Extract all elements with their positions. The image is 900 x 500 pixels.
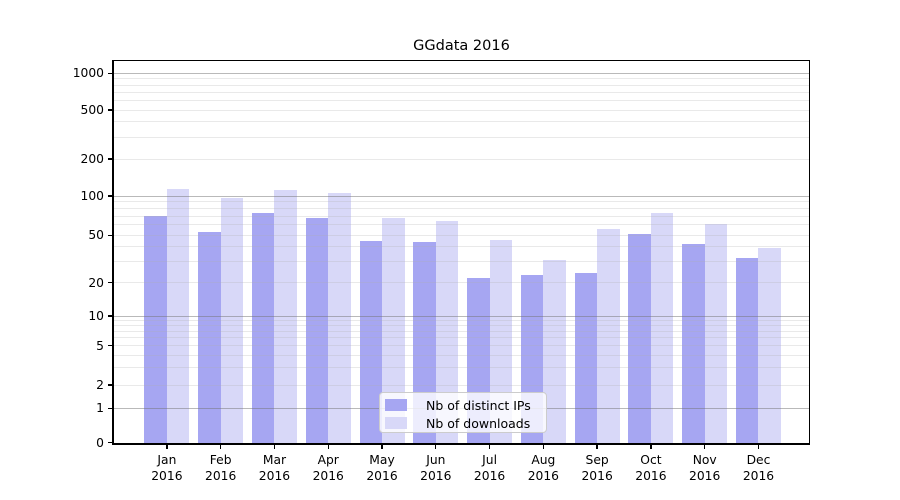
x-tick-label-aug: Aug 2016 (527, 453, 559, 483)
bar-downloads-oct (650, 213, 674, 444)
x-tick-label-dec: Dec 2016 (742, 453, 775, 483)
legend-entry-distinct-ips: Nb of distinct IPs (385, 397, 546, 413)
x-tick-label-apr: Apr 2016 (312, 453, 344, 483)
y-tick-mark-500 (108, 109, 113, 111)
y-tick-mark-200 (108, 158, 113, 160)
bar-distinct-ips-feb (198, 231, 221, 444)
x-tick-label-jun: Jun 2016 (420, 453, 452, 483)
bar-downloads-jan (166, 188, 190, 444)
x-tick-mark-sep (596, 444, 598, 449)
x-tick-mark-mar (273, 444, 276, 449)
bar-distinct-ips-nov (682, 244, 705, 444)
y-tick-label-50: 50 (88, 228, 104, 243)
y-tick-label-2: 2 (96, 378, 104, 392)
bar-distinct-ips-apr (305, 217, 329, 444)
gridline-600 (114, 99, 809, 101)
gridline-1000 (114, 72, 809, 74)
gridline-800 (114, 84, 809, 86)
y-tick-mark-50 (108, 234, 113, 236)
legend-label-distinct-ips: Nb of distinct IPs (426, 397, 531, 413)
bar-distinct-ips-jan (144, 216, 167, 444)
axis-spine-top (112, 59, 811, 62)
x-tick-mark-dec (757, 444, 760, 449)
axis-spine-bottom (112, 443, 811, 445)
gridline-80 (114, 208, 809, 210)
bar-downloads-mar (274, 189, 297, 444)
x-tick-label-mar: Mar 2016 (258, 453, 291, 483)
x-tick-mark-aug (542, 444, 544, 449)
bar-distinct-ips-may (359, 240, 383, 444)
legend: Nb of distinct IPs Nb of downloads (379, 392, 547, 433)
y-tick-label-1000: 1000 (72, 66, 104, 81)
gridline-700 (114, 91, 809, 93)
bar-downloads-sep (597, 228, 620, 444)
legend-entry-downloads: Nb of downloads (385, 415, 546, 431)
gridline-70 (114, 215, 809, 217)
bar-downloads-aug (543, 260, 566, 444)
bar-distinct-ips-oct (628, 234, 651, 444)
bar-downloads-feb (220, 198, 244, 444)
gridline-400 (114, 121, 809, 123)
gridline-200 (114, 158, 809, 160)
chart-title: GGdata 2016 (413, 38, 510, 54)
x-tick-label-nov: Nov 2016 (689, 453, 721, 483)
bar-distinct-ips-sep (574, 273, 598, 444)
bar-distinct-ips-mar (251, 213, 275, 444)
bar-downloads-nov (704, 224, 728, 444)
y-tick-mark-20 (108, 282, 113, 284)
x-tick-label-jan: Jan 2016 (151, 453, 183, 483)
x-tick-label-jul: Jul 2016 (473, 453, 506, 483)
gridline-500 (114, 109, 809, 111)
x-tick-mark-oct (650, 444, 652, 449)
y-tick-label-1: 1 (96, 401, 104, 416)
axis-spine-right (808, 59, 811, 445)
x-tick-mark-jun (435, 444, 437, 449)
y-tick-mark-0 (108, 442, 113, 444)
y-tick-mark-5 (108, 345, 113, 347)
x-tick-mark-may (381, 444, 383, 449)
y-tick-mark-10 (108, 315, 113, 317)
x-tick-label-feb: Feb 2016 (205, 453, 237, 483)
gridline-90 (114, 201, 809, 203)
bar-downloads-dec (758, 248, 781, 444)
legend-swatch-distinct-ips (385, 399, 407, 411)
x-tick-mark-nov (704, 444, 706, 449)
axis-spine-left (112, 59, 114, 445)
y-tick-label-200: 200 (80, 152, 104, 166)
x-tick-label-may: May 2016 (366, 453, 398, 483)
y-tick-label-0: 0 (96, 435, 104, 450)
legend-swatch-downloads (385, 417, 407, 429)
gridline-100 (114, 195, 809, 197)
legend-label-downloads: Nb of downloads (426, 415, 531, 431)
y-tick-label-5: 5 (96, 338, 104, 353)
bar-downloads-jun (435, 221, 459, 444)
y-tick-label-20: 20 (88, 275, 104, 290)
y-tick-label-500: 500 (80, 103, 104, 117)
y-tick-mark-1000 (108, 72, 113, 74)
x-tick-mark-apr (327, 444, 329, 449)
bar-downloads-apr (328, 192, 351, 444)
gridline-900 (114, 78, 809, 80)
y-tick-mark-2 (108, 384, 113, 386)
x-tick-mark-jan (166, 444, 168, 449)
y-tick-mark-100 (108, 195, 113, 197)
bar-downloads-may (382, 217, 405, 444)
x-tick-label-oct: Oct 2016 (635, 453, 667, 483)
x-tick-mark-feb (220, 444, 222, 449)
y-tick-label-100: 100 (80, 189, 104, 203)
x-tick-label-sep: Sep 2016 (581, 453, 613, 483)
y-tick-label-10: 10 (88, 309, 104, 323)
y-tick-mark-1 (108, 407, 113, 409)
x-tick-mark-jul (488, 444, 491, 449)
bar-distinct-ips-dec (735, 258, 759, 444)
gridline-300 (114, 136, 809, 138)
